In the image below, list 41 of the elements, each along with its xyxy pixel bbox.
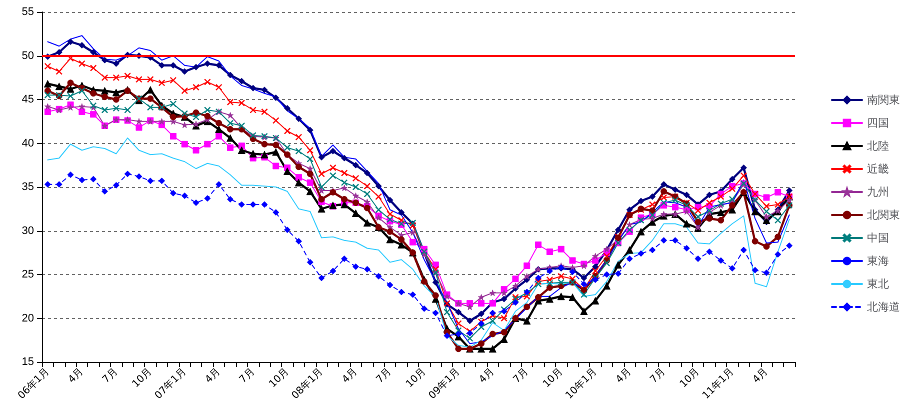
legend-label: 九州 — [867, 186, 889, 198]
legend-label: 北関東 — [867, 208, 900, 222]
x-tick-label: 4月 — [477, 366, 497, 386]
y-tick-label: 30 — [22, 224, 34, 237]
x-tick-label: 06年1月 — [15, 365, 52, 402]
x-tick-label: 10月 — [678, 366, 702, 390]
y-tick-label: 35 — [22, 181, 34, 193]
x-tick-label: 4月 — [203, 366, 223, 386]
x-tick-label: 4月 — [66, 366, 86, 386]
y-tick-label: 50 — [22, 50, 34, 62]
y-tick-label: 20 — [22, 312, 34, 324]
x-tick-label: 7月 — [238, 366, 257, 386]
x-tick-label: 08年1月 — [289, 365, 326, 402]
x-tick-label: 09年1月 — [426, 365, 462, 402]
legend-label: 中国 — [867, 232, 889, 244]
x-tick-label: 7月 — [511, 366, 531, 386]
legend-label: 東海 — [867, 254, 889, 268]
legend-label: 四国 — [867, 116, 889, 130]
legend-label: 南関東 — [867, 94, 900, 106]
legend-label: 北陸 — [867, 140, 889, 152]
x-tick-label: 7月 — [374, 366, 394, 386]
x-tick-label: 7月 — [648, 366, 668, 386]
x-tick-label: 4月 — [751, 366, 770, 386]
x-tick-label: 11年1月 — [700, 365, 736, 402]
x-tick-label: 10年1月 — [563, 365, 600, 402]
y-tick-label: 15 — [22, 356, 34, 368]
legend-label: 近畿 — [867, 162, 889, 176]
y-tick-label: 55 — [22, 6, 34, 18]
x-tick-label: 7月 — [100, 366, 120, 386]
x-tick-label: 10月 — [404, 366, 428, 390]
x-tick-label: 4月 — [340, 366, 360, 386]
x-tick-label: 4月 — [614, 366, 634, 386]
y-tick-label: 40 — [22, 137, 34, 150]
legend-label: 北海道 — [867, 300, 900, 314]
y-tick-label: 45 — [22, 94, 34, 106]
x-tick-label: 10月 — [130, 366, 154, 390]
y-tick-label: 25 — [22, 268, 34, 280]
x-tick-label: 10月 — [267, 366, 292, 390]
legend-label: 東北 — [867, 278, 889, 290]
x-tick-label: 07年1月 — [152, 365, 189, 402]
x-tick-label: 10月 — [541, 366, 566, 390]
